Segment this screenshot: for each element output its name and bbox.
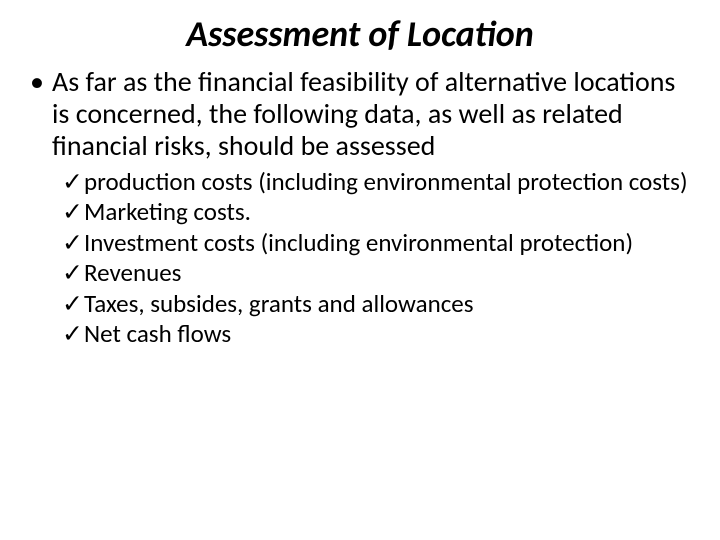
list-item-text: Investment costs (including environmenta… (84, 228, 692, 259)
list-item: ✓ Net cash flows (62, 319, 692, 350)
check-icon: ✓ (62, 167, 84, 198)
list-item: ✓ Investment costs (including environmen… (62, 228, 692, 259)
list-item: ✓ Revenues (62, 258, 692, 289)
slide-title: Assessment of Location (28, 12, 692, 56)
list-item-text: Taxes, subsides, grants and allowances (84, 289, 692, 320)
check-icon: ✓ (62, 319, 84, 350)
list-item-text: Revenues (84, 258, 692, 289)
list-item-text: Net cash flows (84, 319, 692, 350)
check-icon: ✓ (62, 197, 84, 228)
check-icon: ✓ (62, 289, 84, 320)
list-item: ✓ Taxes, subsides, grants and allowances (62, 289, 692, 320)
check-icon: ✓ (62, 228, 84, 259)
check-list: ✓ production costs (including environmen… (28, 167, 692, 350)
list-item: ✓ production costs (including environmen… (62, 167, 692, 198)
intro-block: • As far as the financial feasibility of… (28, 66, 692, 163)
list-item-text: production costs (including environmenta… (84, 167, 692, 198)
bullet-icon: • (28, 66, 52, 98)
list-item-text: Marketing costs. (84, 197, 692, 228)
list-item: ✓ Marketing costs. (62, 197, 692, 228)
check-icon: ✓ (62, 258, 84, 289)
intro-text: As far as the financial feasibility of a… (52, 66, 692, 163)
